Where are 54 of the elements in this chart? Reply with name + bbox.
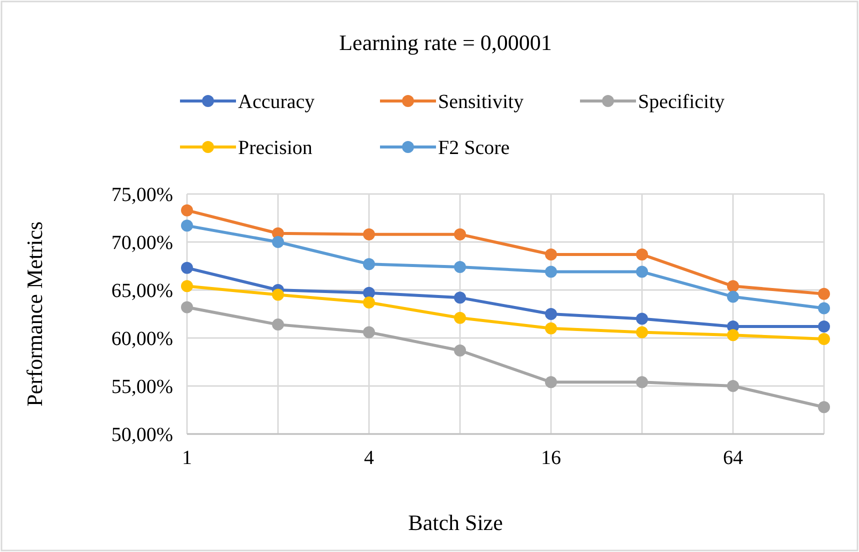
y-tick-label: 55,00% — [111, 376, 173, 398]
x-tick-label: 16 — [541, 447, 561, 469]
point — [454, 228, 466, 240]
point — [636, 326, 648, 338]
point — [272, 288, 284, 301]
y-tick-label: 70,00% — [111, 232, 173, 254]
point — [636, 248, 648, 260]
y-tick-label: 60,00% — [111, 328, 173, 350]
point — [363, 326, 375, 338]
point — [818, 320, 830, 332]
point — [636, 312, 648, 325]
legend-label: Specificity — [638, 91, 725, 113]
point — [818, 302, 830, 314]
point — [636, 266, 648, 278]
point — [363, 228, 375, 240]
point — [545, 308, 557, 320]
x-tick-label: 4 — [364, 447, 374, 469]
point — [272, 318, 284, 331]
y-tick-label: 50,00% — [111, 424, 173, 446]
point — [636, 376, 648, 388]
point — [727, 380, 739, 392]
point — [454, 260, 466, 273]
legend-label: Precision — [238, 137, 312, 159]
y-axis-title: Performance Metrics — [22, 221, 47, 407]
x-tick-label: 1 — [182, 447, 192, 469]
point — [545, 322, 557, 334]
point — [545, 248, 557, 260]
legend-label: F2 Score — [438, 137, 510, 159]
point — [545, 376, 557, 388]
point — [272, 236, 284, 248]
legend-label: Sensitivity — [438, 91, 524, 113]
point — [181, 220, 193, 232]
point — [727, 280, 739, 292]
x-axis-title: Batch Size — [408, 510, 503, 535]
point — [818, 288, 830, 300]
point — [727, 329, 739, 342]
point — [818, 332, 830, 345]
point — [181, 301, 193, 314]
point — [363, 258, 375, 270]
point — [181, 204, 193, 216]
y-tick-label: 75,00% — [111, 184, 173, 206]
point — [454, 312, 466, 324]
chart-title: Learning rate = 0,00001 — [339, 30, 552, 55]
point — [181, 280, 193, 292]
point — [727, 290, 739, 303]
point — [454, 292, 466, 304]
point — [181, 262, 193, 274]
y-tick-label: 65,00% — [111, 280, 173, 302]
point — [363, 296, 375, 308]
x-tick-label: 64 — [723, 447, 743, 469]
point — [818, 401, 830, 414]
point — [545, 266, 557, 278]
legend-label: Accuracy — [238, 91, 315, 113]
point — [454, 344, 466, 356]
